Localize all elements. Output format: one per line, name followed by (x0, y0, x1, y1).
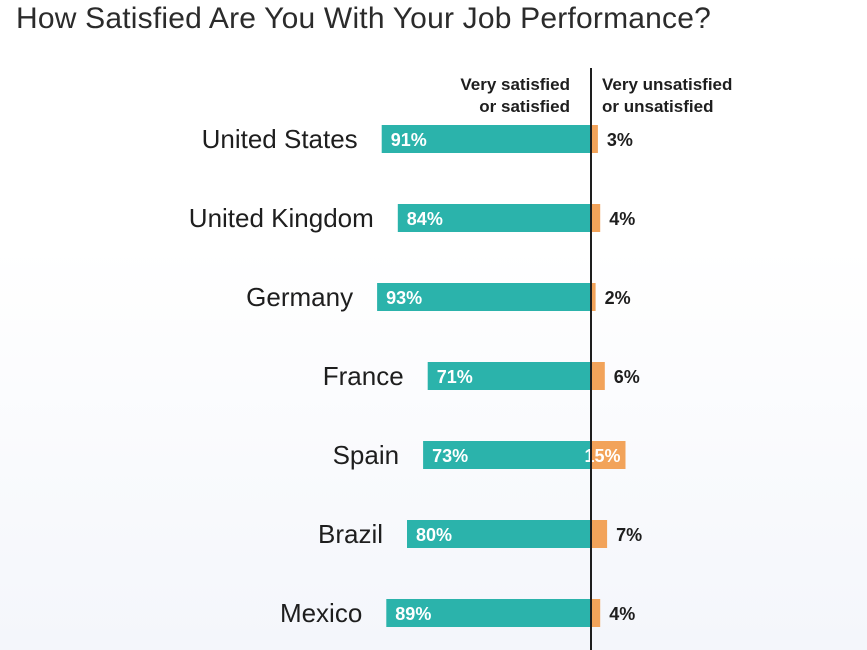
data-label-unsatisfied: 15% (584, 446, 620, 466)
bar-satisfied (407, 520, 591, 548)
data-label-unsatisfied: 7% (616, 525, 642, 545)
data-label-satisfied: 93% (386, 288, 422, 308)
category-label: United Kingdom (189, 203, 374, 233)
legend-unsatisfied-label: or unsatisfied (602, 97, 713, 116)
legend-satisfied-label: Very satisfied (460, 75, 570, 94)
category-label: Brazil (318, 519, 383, 549)
bar-satisfied (423, 441, 591, 469)
bar-unsatisfied (591, 283, 596, 311)
data-label-satisfied: 89% (395, 604, 431, 624)
data-label-unsatisfied: 4% (609, 209, 635, 229)
chart-title: How Satisfied Are You With Your Job Perf… (16, 2, 712, 35)
bar-satisfied (377, 283, 591, 311)
category-label: Germany (246, 282, 353, 312)
legend-satisfied-label: or satisfied (479, 97, 570, 116)
bar-satisfied (427, 362, 591, 390)
data-label-satisfied: 91% (391, 130, 427, 150)
bar-unsatisfied (591, 520, 608, 548)
bar-unsatisfied (591, 204, 601, 232)
bar-satisfied (386, 599, 591, 627)
bar-satisfied (397, 204, 591, 232)
bar-satisfied (381, 125, 591, 153)
bar-unsatisfied (591, 441, 626, 469)
data-label-unsatisfied: 4% (609, 604, 635, 624)
legend-unsatisfied-label: Very unsatisfied (602, 75, 732, 94)
data-label-satisfied: 84% (407, 209, 443, 229)
data-label-unsatisfied: 6% (614, 367, 640, 387)
category-label: Mexico (280, 598, 362, 628)
data-label-satisfied: 73% (432, 446, 468, 466)
bar-unsatisfied (591, 599, 601, 627)
category-label: Spain (333, 440, 400, 470)
category-label: United States (202, 124, 358, 154)
data-label-unsatisfied: 2% (605, 288, 631, 308)
bar-unsatisfied (591, 125, 598, 153)
data-label-unsatisfied: 3% (607, 130, 633, 150)
data-label-satisfied: 71% (437, 367, 473, 387)
data-label-satisfied: 80% (416, 525, 452, 545)
bar-unsatisfied (591, 362, 605, 390)
category-label: France (323, 361, 404, 391)
